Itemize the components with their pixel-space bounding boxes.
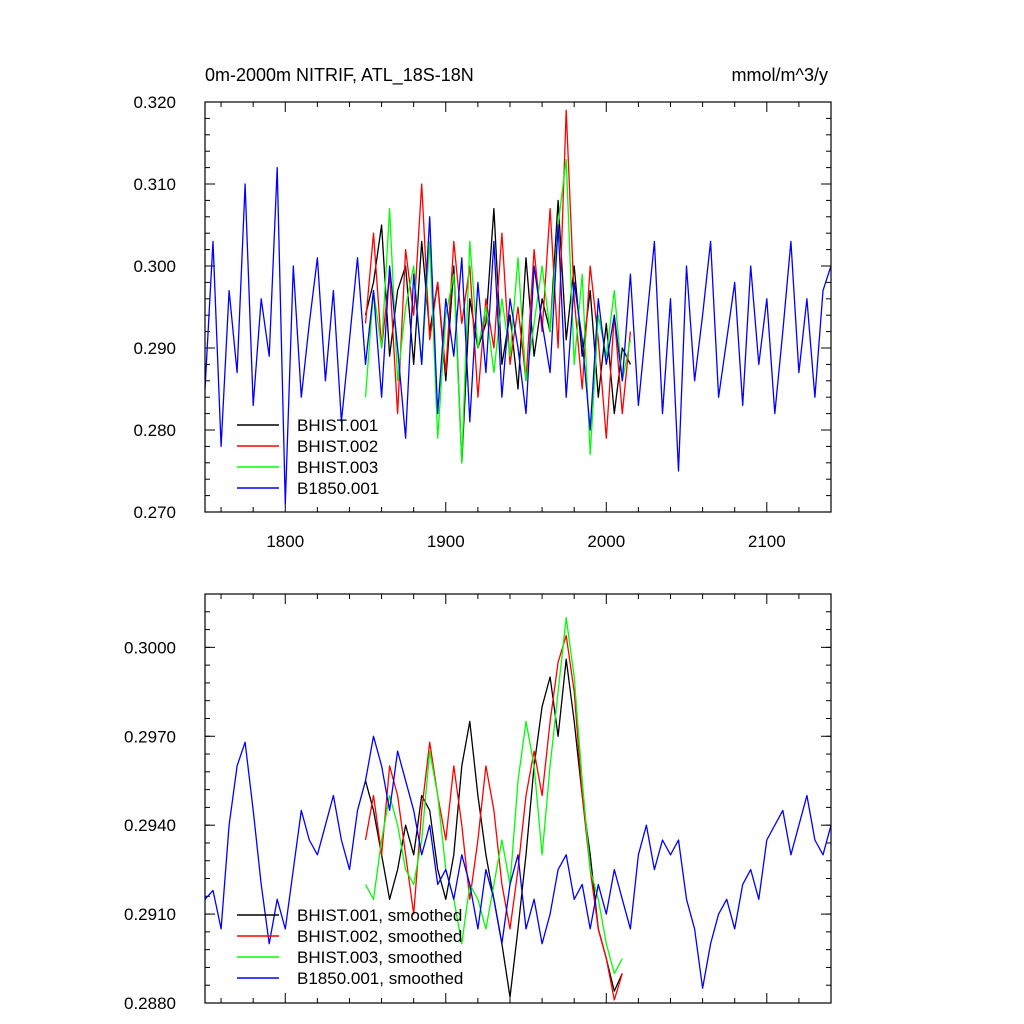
x-tick-label: 2100 <box>748 532 786 551</box>
units-label: mmol/m^3/y <box>732 65 828 85</box>
bottom-panel: 0.2880 0.2910 0.2940 0.2970 0.3000 BHIST.001… <box>124 593 832 1013</box>
legend-label: B1850.001, smoothed <box>297 969 463 988</box>
chart-title: 0m-2000m NITRIF, ATL_18S-18N <box>205 65 474 86</box>
top-plot-frame <box>204 101 832 513</box>
x-tick-label: 1900 <box>427 532 465 551</box>
x-tick-label: 2000 <box>587 532 625 551</box>
y-tick-label: 0.2940 <box>124 816 176 835</box>
y-tick-label: 0.290 <box>133 339 176 358</box>
legend-label: BHIST.002, smoothed <box>297 927 462 946</box>
top-panel: 0m-2000m NITRIF, ATL_18S-18N mmol/m^3/y … <box>133 65 832 551</box>
series-line <box>364 658 623 998</box>
top-y-tick-labels: 0.270 0.280 0.290 0.300 0.310 0.320 <box>133 93 176 522</box>
legend-label: BHIST.002 <box>297 437 378 456</box>
bottom-series-lines <box>204 617 832 1001</box>
legend-label: BHIST.003, smoothed <box>297 948 462 967</box>
top-series-lines <box>204 109 832 505</box>
y-tick-label: 0.3000 <box>124 638 176 657</box>
series-line <box>364 617 623 975</box>
top-x-tick-labels: 1800 1900 2000 2100 <box>266 532 785 551</box>
y-tick-label: 0.300 <box>133 257 176 276</box>
y-tick-label: 0.280 <box>133 421 176 440</box>
bottom-plot-frame <box>204 593 832 1004</box>
bottom-legend: BHIST.001, smoothed BHIST.002, smoothed BH… <box>237 906 463 988</box>
y-tick-label: 0.2880 <box>124 994 176 1013</box>
legend-label: B1850.001 <box>297 479 379 498</box>
series-line <box>364 158 632 464</box>
y-tick-label: 0.310 <box>133 175 176 194</box>
y-tick-label: 0.2970 <box>124 727 176 746</box>
x-tick-label: 1800 <box>266 532 304 551</box>
bottom-y-tick-labels: 0.2880 0.2910 0.2940 0.2970 0.3000 <box>124 638 176 1013</box>
y-tick-label: 0.320 <box>133 93 176 112</box>
y-tick-label: 0.270 <box>133 503 176 522</box>
legend-label: BHIST.003 <box>297 458 378 477</box>
series-line <box>204 735 832 989</box>
top-legend: BHIST.001 BHIST.002 BHIST.003 B1850.001 <box>237 416 379 498</box>
legend-label: BHIST.001 <box>297 416 378 435</box>
series-line <box>204 166 832 505</box>
y-tick-label: 0.2910 <box>124 905 176 924</box>
legend-label: BHIST.001, smoothed <box>297 906 462 925</box>
bottom-axis-ticks <box>205 593 832 1004</box>
series-line <box>364 109 632 439</box>
